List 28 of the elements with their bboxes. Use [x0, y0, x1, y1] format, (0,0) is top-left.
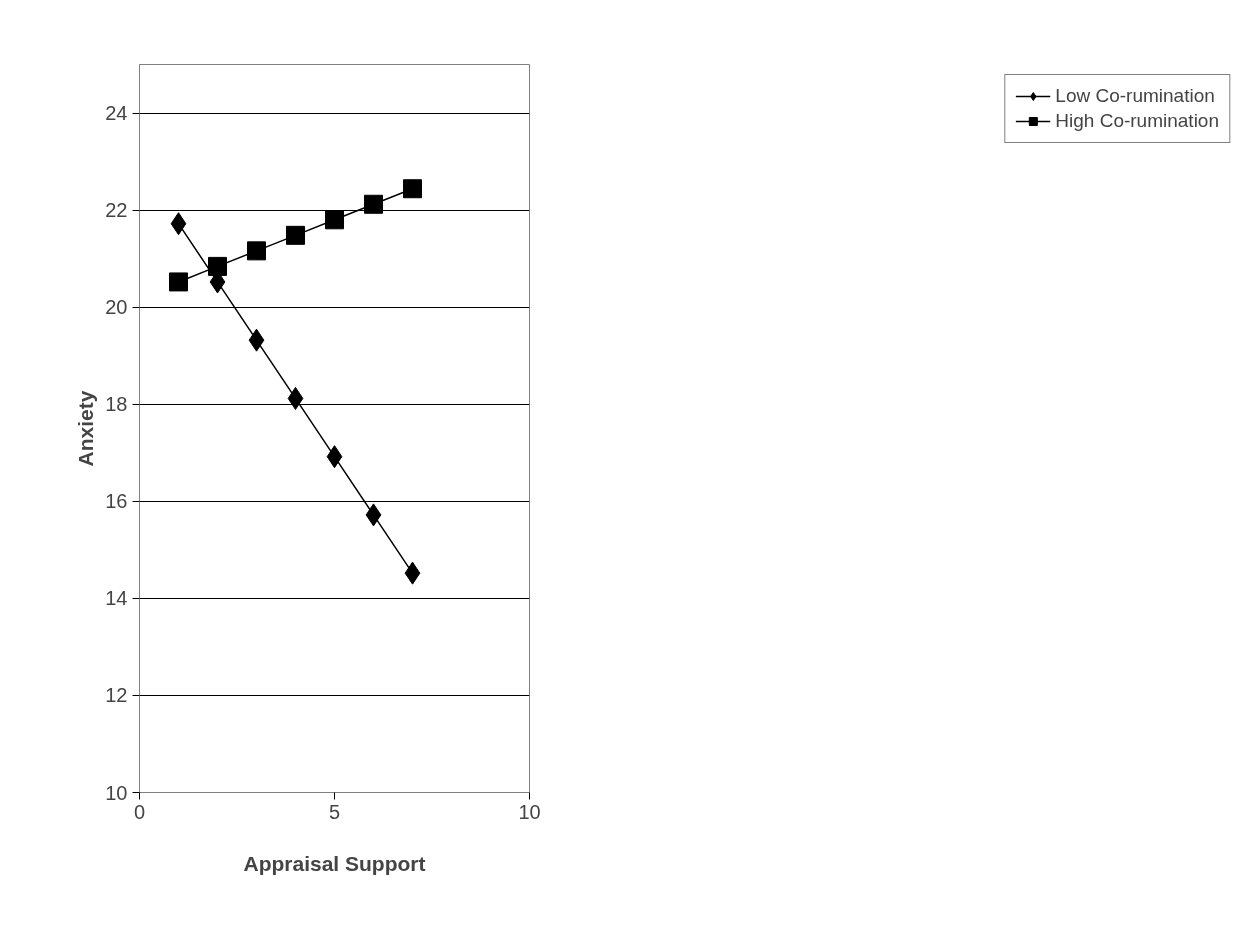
point	[248, 328, 265, 352]
y-tick-label: 16	[105, 490, 128, 513]
point	[364, 194, 383, 214]
y-tick-label: 18	[105, 393, 128, 416]
point	[286, 225, 305, 245]
point	[325, 210, 344, 230]
legend-label: High Co-rumination	[1055, 110, 1219, 132]
x-tick-label: 5	[328, 800, 341, 823]
y-tick-label: 24	[105, 102, 128, 125]
point	[404, 561, 421, 585]
point	[169, 272, 188, 292]
y-tick-label: 20	[105, 296, 128, 319]
point	[287, 386, 304, 410]
point	[170, 212, 187, 236]
y-tick-label: 10	[105, 781, 128, 804]
x-tick-label: 10	[518, 800, 541, 823]
x-tick-label: 0	[133, 800, 146, 823]
y-tick-label: 22	[105, 199, 128, 222]
point	[247, 241, 266, 261]
point	[403, 179, 422, 199]
point	[208, 256, 227, 276]
y-axis-title: Anxiety	[74, 390, 98, 467]
y-tick-label: 12	[105, 684, 128, 707]
y-tick-label: 14	[105, 587, 128, 610]
legend-label: Low Co-rumination	[1055, 85, 1215, 107]
x-axis-title: Appraisal Support	[243, 851, 426, 875]
point	[365, 503, 382, 527]
point	[326, 445, 343, 469]
